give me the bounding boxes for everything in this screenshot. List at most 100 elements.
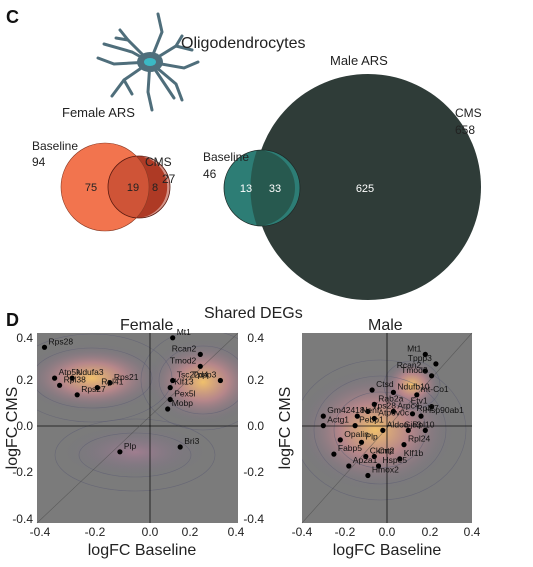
male-identity-line (301, 332, 473, 524)
female-gene-label: Pex5l (174, 389, 195, 399)
female-point-rpl41 (94, 385, 100, 391)
female-gene-label: Rps21 (114, 372, 139, 382)
male-point-vps28 (365, 408, 371, 414)
male-gene-label: Hmox2 (372, 465, 399, 475)
female-baseline-label: Baseline (32, 139, 78, 153)
male-point-ctsd (369, 387, 375, 393)
female-cms-unique: 8 (152, 182, 158, 194)
male-point-rpl10 (405, 427, 411, 433)
male-cms-label: CMS (455, 106, 482, 120)
female-gene-label: Tppp3 (192, 370, 216, 380)
male-xtick: 0.0 (379, 525, 396, 539)
male-gene-label: Ctsd (376, 379, 394, 389)
female-cms-circle (107, 155, 171, 219)
male-ytick: 0.0 (247, 419, 264, 433)
female-point-rps28 (41, 344, 48, 350)
female-ytick: 0.2 (16, 373, 33, 387)
male-point-arpc4 (390, 408, 396, 414)
male-gene-label: Vps28 (372, 400, 396, 410)
male-cms-circle (255, 74, 481, 300)
male-gene-label: Ckmt2 (370, 446, 395, 456)
male-gene-label: Rab2a (378, 393, 403, 403)
male-gene-label: Fabp5 (338, 443, 362, 453)
male-point-hsp90ab1 (418, 413, 424, 419)
female-gene-label: Rpl41 (101, 377, 123, 387)
female-cms-total: 27 (162, 172, 176, 186)
male-point-rab2a (371, 401, 377, 407)
female-point-mobp (165, 406, 171, 412)
female-point-rcan2 (197, 351, 203, 357)
male-point-etv1 (429, 404, 435, 410)
female-venn: Female ARS Baseline 94 CMS 27 75 19 8 (32, 105, 176, 232)
male-gene-label: Opalin (344, 429, 369, 439)
female-gene-label: Ndufa3 (76, 367, 104, 377)
male-gene-label: Ndufb10 (397, 381, 429, 391)
male-overlap-count: 33 (269, 183, 281, 195)
male-baseline-label: Baseline (203, 150, 249, 164)
female-point-bri3 (177, 444, 183, 450)
male-point-atp6v0c (371, 415, 377, 422)
female-point-tmod2 (197, 363, 203, 369)
male-xlabel: logFC Baseline (333, 542, 442, 559)
female-xtick: 0.0 (142, 525, 159, 539)
male-point-klf1b (397, 456, 403, 462)
male-venn-title: Male ARS (330, 53, 388, 68)
oligodendrocyte-cell-icon (96, 12, 200, 112)
female-gene-label: Rpl38 (64, 374, 86, 384)
female-point-rps27 (74, 392, 80, 398)
male-gene-label: mt-Co1 (421, 384, 449, 394)
male-point-aldoa (380, 427, 386, 433)
female-identity-line (36, 332, 239, 524)
female-gene-label: Klf13 (174, 377, 194, 387)
female-point-tppp3 (217, 377, 223, 384)
female-xlabel: logFC Baseline (88, 542, 197, 559)
male-ytick: 0.2 (247, 373, 264, 387)
male-cms-total: 658 (455, 123, 475, 137)
male-gene-label: Cnp (378, 446, 394, 456)
female-gene-label: Rps27 (81, 384, 106, 394)
male-gene-label: Klf1b (404, 448, 424, 458)
female-ylabel: logFC CMS (4, 387, 21, 470)
male-gene-label: Hspe5 (383, 455, 408, 465)
female-gene-label: Rps28 (49, 336, 74, 346)
male-point-opalin (337, 437, 343, 443)
male-point-mt1 (422, 351, 428, 357)
male-gene-label: Tmod2 (401, 365, 428, 375)
female-gene-label: Rcan2 (172, 343, 197, 353)
male-gene-label: Mt1 (407, 343, 421, 353)
male-point-rpl24 (401, 442, 407, 448)
male-xtick: 0.2 (422, 525, 439, 539)
female-ytick: 0.4 (16, 331, 33, 345)
male-ylabel: logFC CMS (277, 387, 294, 470)
female-point-rps21 (107, 380, 113, 386)
male-gene-label: Nenf (361, 405, 380, 415)
male-gene-label: Plp (366, 431, 379, 441)
male-point-gjc3 (422, 427, 428, 433)
female-cms-label: CMS (145, 155, 172, 169)
male-gene-label: Ap2a1 (353, 455, 378, 465)
male-point-rcan2 (422, 368, 428, 374)
female-gene-label: Plp (124, 441, 137, 451)
male-point-tmod2 (429, 373, 435, 379)
male-gene-label: Etv1 (411, 396, 428, 406)
cell-type-label: Oligodendrocytes (181, 35, 306, 52)
male-point-nenf (354, 413, 360, 419)
female-point-plp (117, 449, 123, 455)
male-point-rpl27 (409, 411, 416, 417)
male-gene-label: Gm42418 (327, 405, 365, 415)
female-gene-label: Atp5k (59, 367, 81, 377)
female-gene-label: Tsc22d4 (177, 370, 209, 380)
panel-d-label: D (6, 310, 19, 330)
male-gene-label: Rpl27 (417, 403, 439, 413)
male-gene-label: Atp6v0c (378, 408, 409, 418)
female-xtick: -0.2 (85, 525, 106, 539)
female-scatter-title: Female (120, 317, 173, 334)
female-point-ndufa3 (69, 375, 75, 381)
female-gene-label: Mobp (172, 398, 194, 408)
male-cms-unique: 625 (356, 183, 374, 195)
shared-degs-heading: Shared DEGs (204, 305, 303, 322)
male-ytick: 0.4 (247, 331, 264, 345)
male-overlap-region (250, 150, 295, 226)
